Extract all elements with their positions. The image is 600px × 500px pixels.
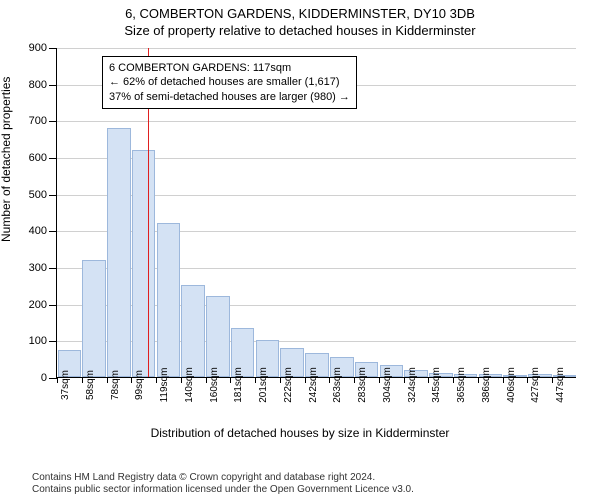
- y-tick-label: 500: [29, 189, 47, 201]
- y-tick: [49, 305, 57, 306]
- x-tick-label: 58sqm: [85, 370, 96, 400]
- annotation-line1: 6 COMBERTON GARDENS: 117sqm: [109, 61, 350, 75]
- y-axis-label: Number of detached properties: [0, 77, 13, 242]
- x-tick-label: 222sqm: [283, 367, 294, 403]
- x-tick: [354, 377, 355, 383]
- y-tick: [49, 85, 57, 86]
- y-tick-label: 800: [29, 79, 47, 91]
- annotation-line2: ← 62% of detached houses are smaller (1,…: [109, 75, 350, 89]
- x-tick-label: 119sqm: [159, 368, 170, 403]
- y-tick-label: 0: [41, 372, 47, 384]
- x-axis-label: Distribution of detached houses by size …: [0, 426, 600, 440]
- x-tick-label: 99sqm: [134, 370, 145, 400]
- histogram-bar: [206, 296, 230, 377]
- y-tick: [49, 341, 57, 342]
- x-tick: [379, 377, 380, 383]
- y-tick-label: 300: [29, 262, 47, 274]
- x-tick-label: 263sqm: [332, 367, 343, 403]
- plot-area: 010020030040050060070080090037sqm58sqm78…: [56, 48, 576, 378]
- y-tick-label: 400: [29, 225, 47, 237]
- y-tick-label: 700: [29, 115, 47, 127]
- y-tick: [49, 48, 57, 49]
- x-tick-label: 324sqm: [407, 367, 418, 403]
- y-tick-label: 600: [29, 152, 47, 164]
- footer-line2: Contains public sector information licen…: [32, 484, 414, 496]
- x-tick-label: 201sqm: [258, 367, 269, 403]
- y-tick: [49, 195, 57, 196]
- x-tick-label: 242sqm: [308, 367, 319, 403]
- x-tick-label: 427sqm: [530, 367, 541, 403]
- y-tick: [49, 121, 57, 122]
- x-tick: [280, 377, 281, 383]
- x-tick: [255, 377, 256, 383]
- histogram-bar: [132, 150, 156, 377]
- x-tick: [453, 377, 454, 383]
- x-tick: [527, 377, 528, 383]
- y-tick: [49, 378, 57, 379]
- y-tick: [49, 231, 57, 232]
- footer-attribution: Contains HM Land Registry data © Crown c…: [32, 472, 414, 496]
- x-tick: [156, 377, 157, 383]
- x-tick-label: 447sqm: [555, 367, 566, 403]
- x-tick: [82, 377, 83, 383]
- x-tick-label: 304sqm: [382, 367, 393, 403]
- x-tick: [404, 377, 405, 383]
- histogram-bar: [157, 223, 181, 377]
- x-tick-label: 406sqm: [506, 367, 517, 403]
- x-tick-label: 365sqm: [456, 367, 467, 403]
- annotation-box: 6 COMBERTON GARDENS: 117sqm ← 62% of det…: [102, 56, 357, 109]
- x-tick-label: 160sqm: [209, 367, 220, 403]
- x-tick-label: 140sqm: [184, 367, 195, 403]
- x-tick: [552, 377, 553, 383]
- y-tick-label: 100: [29, 335, 47, 347]
- x-tick: [206, 377, 207, 383]
- x-tick: [57, 377, 58, 383]
- x-tick: [428, 377, 429, 383]
- chart-area: Number of detached properties 0100200300…: [0, 42, 600, 442]
- histogram-bar: [82, 260, 106, 377]
- x-tick: [478, 377, 479, 383]
- y-tick-label: 200: [29, 299, 47, 311]
- x-tick: [329, 377, 330, 383]
- x-tick-label: 78sqm: [110, 370, 121, 400]
- x-tick: [503, 377, 504, 383]
- x-tick-label: 181sqm: [233, 367, 244, 403]
- x-tick: [230, 377, 231, 383]
- histogram-bar: [107, 128, 131, 377]
- histogram-bar: [181, 285, 205, 377]
- x-tick-label: 345sqm: [431, 367, 442, 403]
- y-tick: [49, 158, 57, 159]
- x-tick: [107, 377, 108, 383]
- x-tick-label: 37sqm: [60, 370, 71, 400]
- x-tick: [305, 377, 306, 383]
- chart-subtitle: Size of property relative to detached ho…: [0, 21, 600, 38]
- footer-line1: Contains HM Land Registry data © Crown c…: [32, 472, 414, 484]
- chart-title: 6, COMBERTON GARDENS, KIDDERMINSTER, DY1…: [0, 0, 600, 21]
- x-tick-label: 283sqm: [357, 367, 368, 403]
- y-tick: [49, 268, 57, 269]
- gridline: [57, 48, 576, 49]
- x-tick: [181, 377, 182, 383]
- x-tick-label: 386sqm: [481, 367, 492, 403]
- x-tick: [131, 377, 132, 383]
- annotation-line3: 37% of semi-detached houses are larger (…: [109, 90, 350, 104]
- gridline: [57, 121, 576, 122]
- y-tick-label: 900: [29, 42, 47, 54]
